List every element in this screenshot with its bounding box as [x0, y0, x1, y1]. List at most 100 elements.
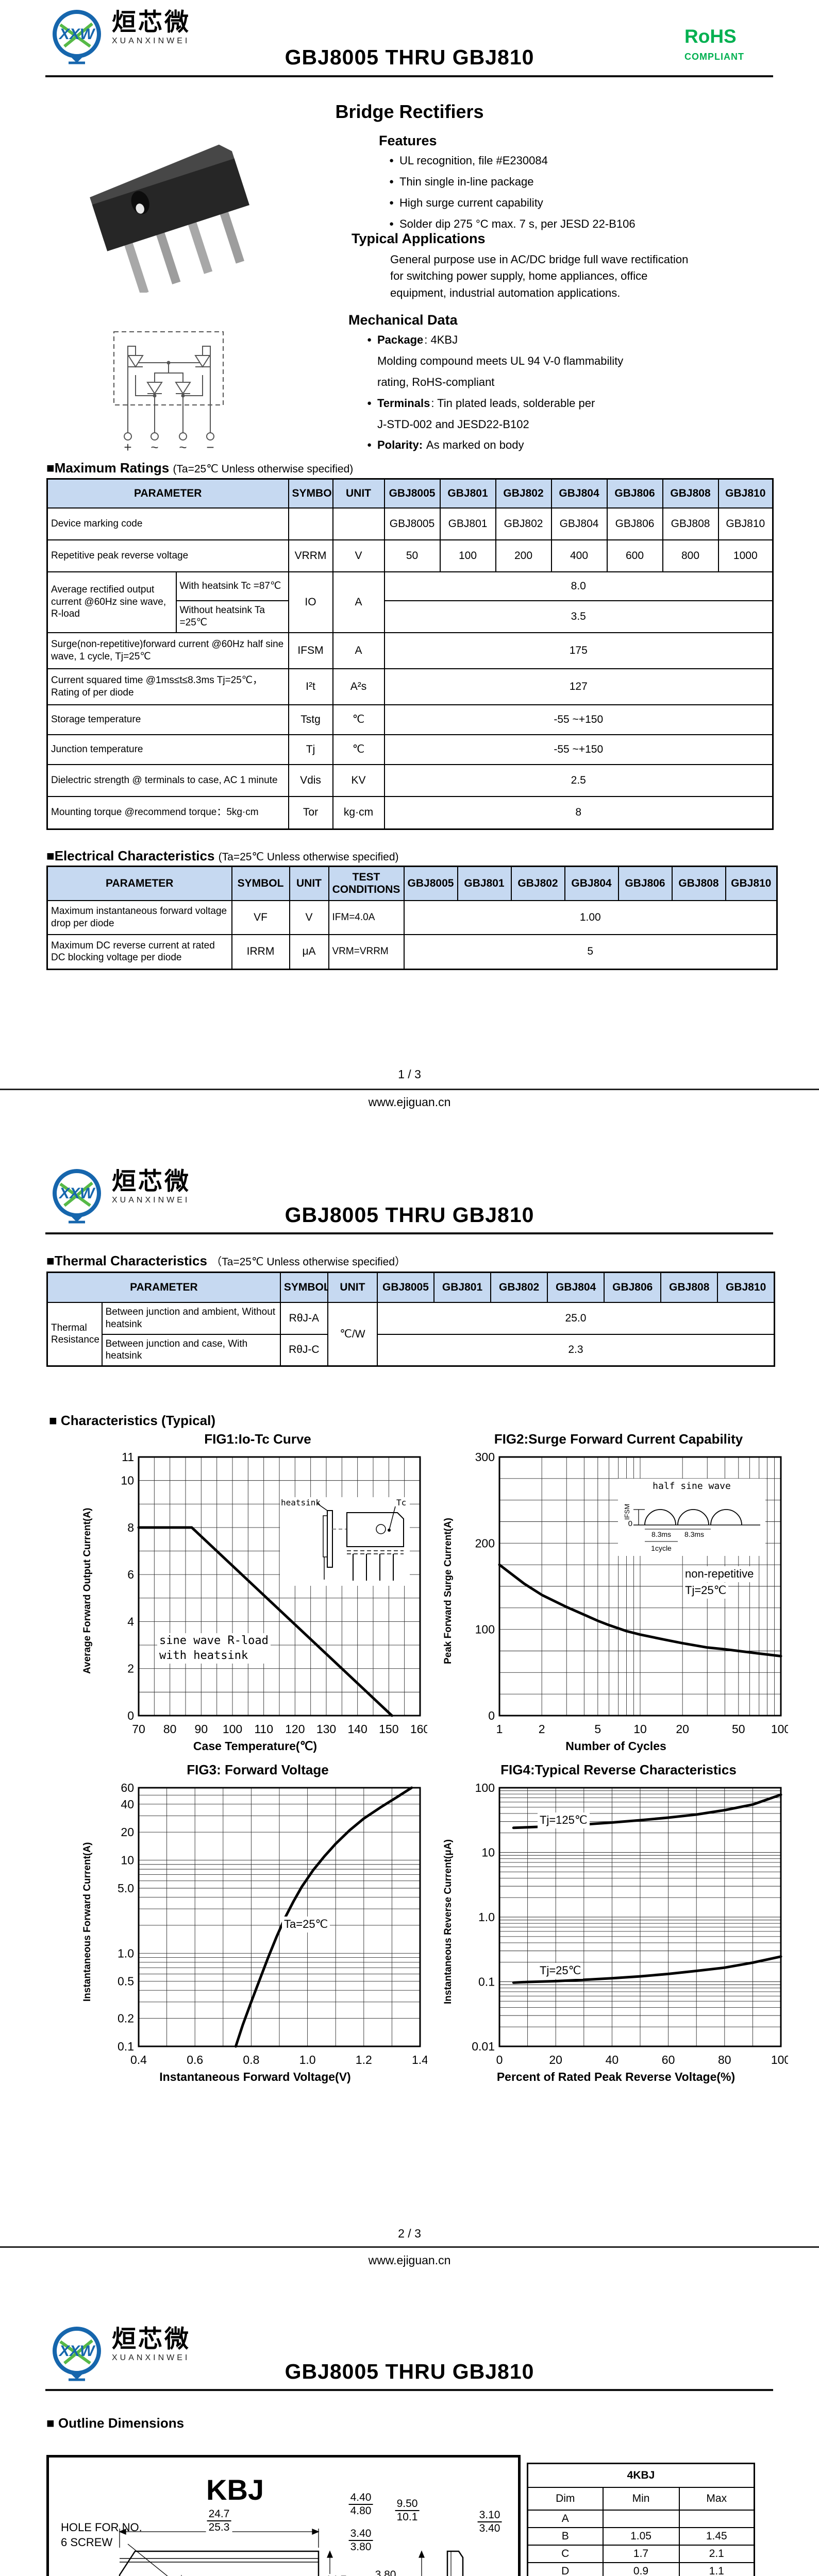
electrical-heading: ■Electrical Characteristics (Ta=25℃ Unle…: [46, 848, 399, 864]
table-cell: Tor: [288, 795, 333, 830]
outline-heading: ■ Outline Dimensions: [46, 2415, 185, 2431]
fig2-ylabel: Peak Forward Surge Current(A): [443, 1518, 454, 1664]
fig2-tj-note: Tj=25℃: [683, 1583, 729, 1599]
table-cell: Tstg: [288, 704, 333, 735]
svg-text:60: 60: [121, 1781, 134, 1794]
svg-text:1.2: 1.2: [356, 2053, 372, 2066]
svg-text:0.1: 0.1: [478, 1975, 495, 1989]
bullet-icon: ●: [389, 219, 394, 228]
table-cell: GBJ802: [510, 866, 565, 901]
table-cell: GBJ8005: [403, 866, 458, 901]
svg-text:0: 0: [127, 1709, 134, 1722]
svg-text:20: 20: [121, 1825, 134, 1839]
svg-text:0: 0: [488, 1709, 495, 1722]
outline-drawing: +~~-: [119, 2529, 464, 2576]
svg-text:40: 40: [121, 1798, 134, 1811]
electrical-title: ■Electrical Characteristics: [46, 848, 215, 863]
svg-text:60: 60: [662, 2053, 675, 2066]
svg-text:100: 100: [475, 1781, 495, 1794]
svg-text:XXW: XXW: [58, 1185, 96, 1202]
table-cell: Max: [678, 2486, 755, 2511]
table-cell: 2.5: [383, 764, 774, 797]
table-cell: 5: [403, 934, 778, 970]
fig1-note: sine wave R-load with heatsink: [157, 1633, 271, 1664]
svg-text:1.4: 1.4: [412, 2053, 427, 2066]
zero-label: 0: [628, 1519, 632, 1528]
fig4-reverse-characteristics: FIG4:Typical Reverse Characteristics Ins…: [441, 1762, 796, 2083]
table-cell: V: [289, 900, 329, 935]
dimension-pair: 3.40 3.80: [347, 2528, 374, 2553]
site-url: www.ejiguan.cn: [368, 2253, 451, 2267]
table-cell: 800: [662, 539, 719, 572]
svg-text:140: 140: [347, 1722, 367, 1736]
table-cell: Repetitive peak reverse voltage: [46, 539, 289, 572]
table-cell: KV: [332, 764, 385, 797]
table-cell: GBJ808: [662, 478, 719, 509]
svg-text:11: 11: [122, 1450, 134, 1464]
text-line: General purpose use in AC/DC bridge full…: [390, 253, 689, 266]
table-cell: [288, 507, 333, 540]
svg-text:XXW: XXW: [58, 26, 96, 43]
table-cell: VRRM: [288, 539, 333, 572]
svg-text:20: 20: [676, 1722, 689, 1736]
fig1-io-tc-curve: FIG1:Io-Tc Curve Average Forward Output …: [80, 1431, 436, 1753]
table-cell: VF: [231, 900, 290, 935]
table-cell: GBJ802: [495, 507, 552, 540]
table-cell: kg·cm: [332, 795, 385, 830]
table-cell: 600: [606, 539, 663, 572]
header-rule: [45, 1232, 773, 1234]
table-cell: 8: [383, 795, 774, 830]
table-cell: GBJ801: [439, 478, 496, 509]
table-cell: Without heatsink Ta =25℃: [175, 600, 289, 633]
table: PARAMETERSYMBOLUNITGBJ8005GBJ801GBJ802GB…: [46, 478, 774, 830]
list-item: ● Polarity: As marked on body: [367, 437, 759, 453]
svg-text:6: 6: [127, 1568, 134, 1581]
table-cell: Junction temperature: [46, 734, 289, 765]
list-item: ● UL recognition, file #E230084: [389, 152, 760, 169]
table-cell: ℃/W: [327, 1301, 378, 1367]
half-sine-label: half sine wave: [653, 1481, 731, 1492]
package-name: KBJ: [206, 2473, 264, 2506]
brand-logo-icon: XXW: [53, 10, 101, 64]
max-ratings-condition: (Ta=25℃ Unless otherwise specified): [173, 463, 354, 475]
svg-text:200: 200: [475, 1536, 495, 1550]
fig3-ylabel: Instantaneous Forward Current(A): [82, 1842, 93, 2002]
table-cell: GBJ8005: [383, 478, 441, 509]
table-cell: 0.9: [602, 2562, 680, 2576]
table-cell: UNIT: [327, 1272, 378, 1303]
table-cell: Dim: [527, 2486, 604, 2511]
svg-text:130: 130: [316, 1722, 336, 1736]
terminal-plus-label: +: [124, 439, 131, 454]
rohs-label: RoHS: [684, 26, 737, 47]
doc-title: GBJ8005 THRU GBJ810: [285, 1203, 534, 1227]
table-cell: 1.7: [602, 2544, 680, 2563]
table-cell: [602, 2509, 680, 2528]
table-cell: RθJ-A: [279, 1301, 328, 1335]
terminal-ac2-label: ~: [179, 439, 187, 454]
doc-title: GBJ8005 THRU GBJ810: [285, 45, 534, 69]
brand-name-cn: 烜芯微: [112, 1167, 191, 1195]
table-cell: UNIT: [332, 478, 385, 509]
table-cell: 3.5: [383, 600, 774, 633]
svg-text:50: 50: [732, 1722, 745, 1736]
mechanical-list: ● Package: 4KBJ Molding compound meets UL …: [367, 332, 759, 458]
brand-logo-icon: XXW: [53, 2327, 101, 2381]
svg-text:0.01: 0.01: [472, 2040, 495, 2053]
svg-text:100: 100: [223, 1722, 242, 1736]
svg-text:110: 110: [254, 1722, 273, 1736]
text-line: equipment, industrial automation applica…: [390, 286, 621, 299]
table-cell: GBJ802: [495, 478, 552, 509]
heatsink-label: heatsink: [281, 1498, 321, 1507]
product-photo: [90, 144, 249, 293]
table-cell: Maximum instantaneous forward voltage dr…: [46, 900, 232, 935]
outline-drawing-box: [46, 2455, 521, 2576]
fig1-heatsink-inset: heatsink Tc: [280, 1497, 410, 1586]
list-item: ● Solder dip 275 °C max. 7 s, per JESD 22…: [389, 216, 760, 232]
svg-text:20: 20: [549, 2053, 562, 2066]
max-ratings-title: ■Maximum Ratings: [46, 460, 170, 476]
brand-name-en: XUANXINWEI: [112, 37, 190, 46]
dimension-pair: 9.50 10.1: [394, 2498, 421, 2523]
table-cell: GBJ801: [439, 507, 496, 540]
svg-text:70: 70: [132, 1722, 145, 1736]
bullet-icon: ●: [389, 156, 394, 165]
